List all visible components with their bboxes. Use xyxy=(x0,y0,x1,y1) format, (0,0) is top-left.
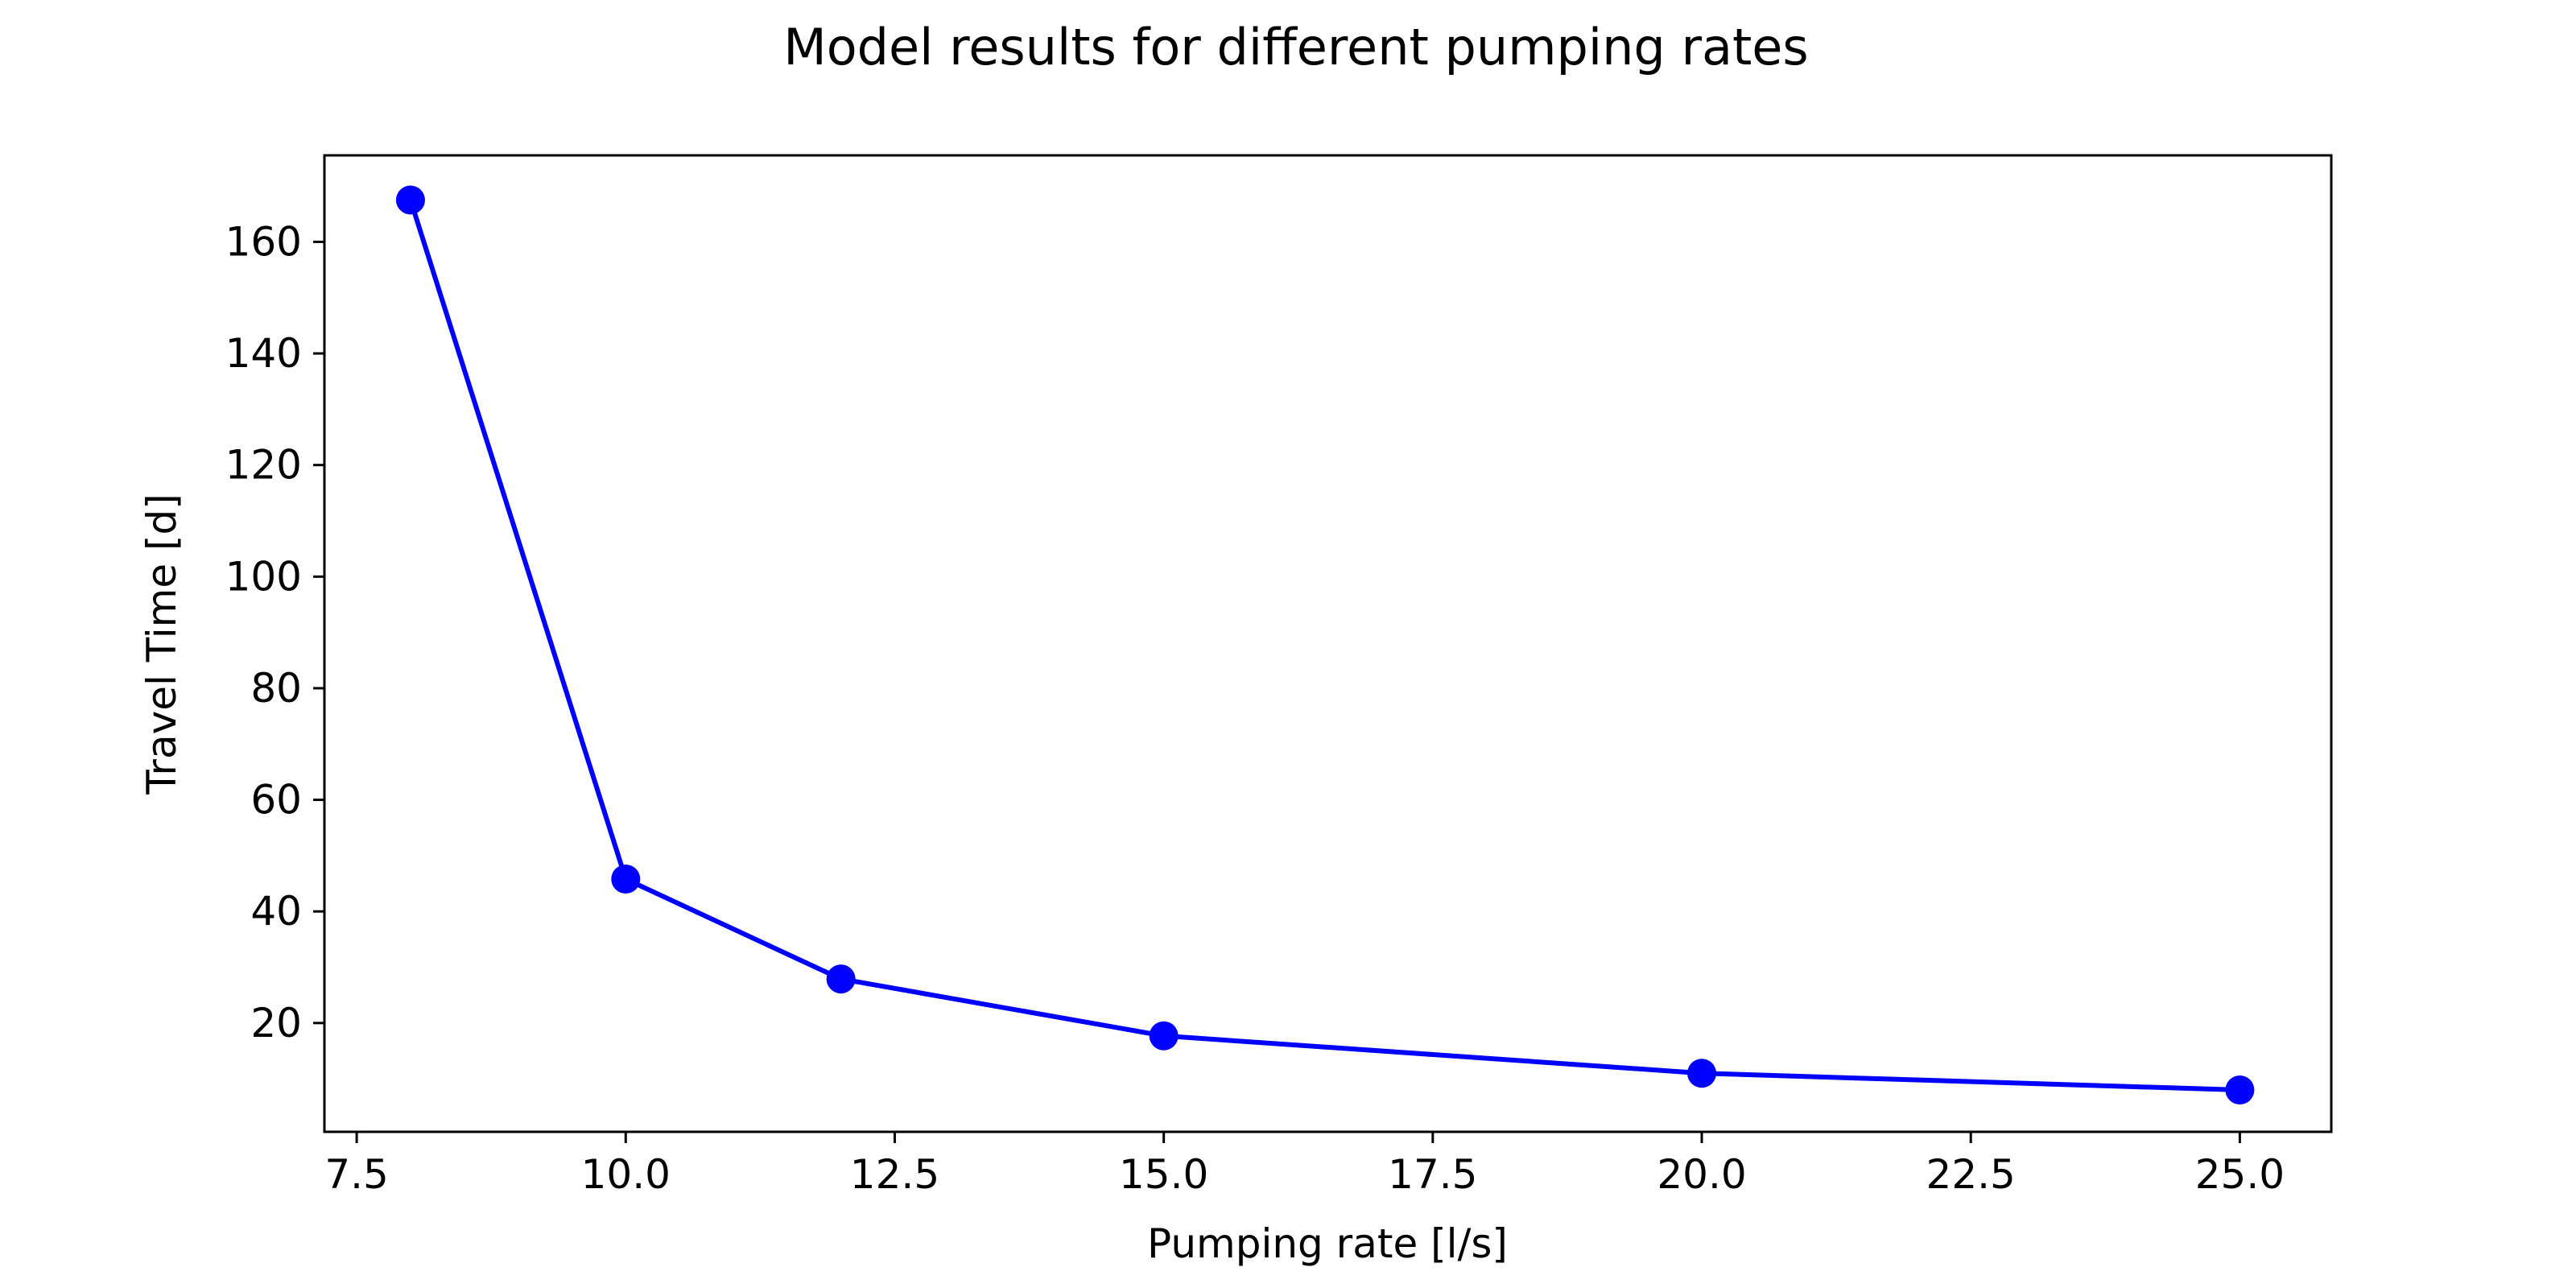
x-tick-label: 15.0 xyxy=(1119,1151,1208,1198)
x-tick-label: 17.5 xyxy=(1388,1151,1477,1198)
y-tick-label: 40 xyxy=(250,888,302,935)
y-tick-label: 160 xyxy=(225,218,302,265)
y-axis: 20 40 60 80 100 120 140 160 xyxy=(225,218,324,1046)
y-tick-label: 20 xyxy=(250,1000,302,1046)
data-point xyxy=(611,865,641,894)
y-tick-label: 100 xyxy=(225,553,302,600)
data-point xyxy=(826,964,856,994)
y-tick-label: 60 xyxy=(250,777,302,824)
x-tick-label: 22.5 xyxy=(1926,1151,2016,1198)
data-point xyxy=(2225,1075,2255,1105)
x-tick-label: 12.5 xyxy=(850,1151,939,1198)
y-tick-label: 120 xyxy=(225,442,302,489)
x-tick-label: 25.0 xyxy=(2195,1151,2285,1198)
plot-area xyxy=(395,185,2255,1105)
y-axis-label: Travel Time [d] xyxy=(138,493,185,795)
series-line xyxy=(408,199,2240,1093)
data-point xyxy=(1149,1021,1179,1051)
chart-title: Model results for different pumping rate… xyxy=(783,18,1808,76)
x-tick-label: 10.0 xyxy=(581,1151,671,1198)
y-tick-label: 140 xyxy=(225,330,302,377)
x-axis-label: Pumping rate [l/s] xyxy=(1147,1220,1508,1267)
x-tick-label: 7.5 xyxy=(324,1151,389,1198)
data-point xyxy=(1687,1059,1717,1088)
data-point xyxy=(395,185,425,215)
x-tick-label: 20.0 xyxy=(1657,1151,1746,1198)
x-axis: 7.5 10.0 12.5 15.0 17.5 20.0 22.5 25.0 xyxy=(324,1132,2285,1198)
y-tick-label: 80 xyxy=(250,665,302,712)
plot-frame xyxy=(323,154,2333,1133)
